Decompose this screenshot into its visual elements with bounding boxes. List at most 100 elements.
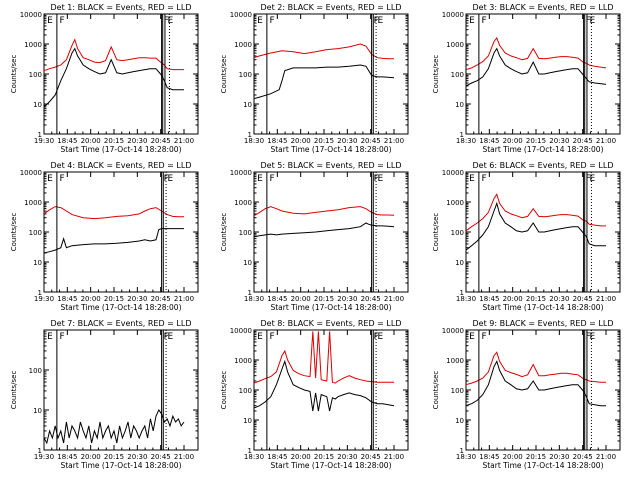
x-tick-label: 20:00 (503, 295, 523, 303)
x-tick-label: 18:45 (57, 295, 77, 303)
x-axis-label: Start Time (17-Oct-14 18:28:00) (60, 145, 181, 154)
x-tick-label: 21:00 (174, 295, 194, 303)
series-line-events (254, 222, 395, 238)
y-tick-label: 10000 (230, 169, 252, 177)
y-axis-label: Counts/sec (432, 213, 440, 252)
flag-label: E (47, 332, 53, 342)
flag-label: F (374, 332, 379, 342)
y-tick-label: 1000 (234, 357, 252, 365)
flag-label: F (164, 174, 169, 184)
x-tick-label: 20:00 (291, 137, 311, 145)
panel-det3: Det 3: BLACK = Events, RED = LLD 1 10 100 10… (432, 3, 621, 154)
panel-title: Det 1: BLACK = Events, RED = LLD (51, 3, 192, 12)
flag-label: E (469, 174, 475, 184)
x-axis-label: Start Time (17-Oct-14 18:28:00) (482, 461, 603, 470)
x-tick-label: 20:45 (361, 453, 381, 461)
y-axis-label: Counts/sec (10, 371, 18, 410)
panel-title: Det 6: BLACK = Events, RED = LLD (473, 161, 614, 170)
x-tick-label: 20:30 (337, 137, 357, 145)
y-tick-label: 10 (33, 407, 42, 415)
y-tick-label: 1000 (234, 41, 252, 49)
x-tick-label: 20:15 (314, 295, 334, 303)
flag-label: F (586, 174, 591, 184)
flag-label: F (374, 16, 379, 26)
x-tick-label: 20:45 (573, 137, 593, 145)
x-tick-label: 20:00 (81, 453, 101, 461)
series-line-lld (254, 331, 394, 384)
panel-det5: Det 5: BLACK = Events, RED = LLD 1 10 100 10… (220, 161, 409, 312)
x-tick-label: 20:00 (81, 137, 101, 145)
y-tick-label: 10 (243, 259, 252, 267)
flag-label: F (164, 16, 169, 26)
x-tick-label: 19:30 (34, 295, 54, 303)
x-tick-label: 20:30 (337, 295, 357, 303)
y-axis-label: Counts/sec (220, 55, 228, 94)
y-tick-label: 1000 (446, 357, 464, 365)
x-tick-label: 19:30 (34, 137, 54, 145)
y-tick-label: 10 (243, 417, 252, 425)
y-tick-label: 100 (29, 71, 42, 79)
y-tick-label: 1000 (234, 199, 252, 207)
x-tick-label: 18:45 (267, 453, 287, 461)
y-tick-label: 10000 (20, 11, 42, 19)
panel-title: Det 9: BLACK = Events, RED = LLD (473, 319, 614, 328)
panel-det6: Det 6: BLACK = Events, RED = LLD 1 10 100 10… (432, 161, 621, 312)
y-tick-label: 1000 (24, 41, 42, 49)
x-tick-label: 20:30 (127, 137, 147, 145)
flag-label: E (469, 16, 475, 26)
flag-label: E (168, 16, 174, 26)
x-tick-label: 20:45 (361, 295, 381, 303)
plot-frame (43, 171, 199, 293)
plot-frame (253, 13, 409, 135)
y-axis-label: Counts/sec (220, 371, 228, 410)
x-tick-label: 18:45 (479, 137, 499, 145)
flag-label: E (378, 332, 384, 342)
x-tick-label: 20:00 (291, 295, 311, 303)
y-tick-label: 100 (451, 387, 464, 395)
x-tick-label: 20:30 (549, 453, 569, 461)
x-tick-label: 20:45 (361, 137, 381, 145)
y-axis-label: Counts/sec (220, 213, 228, 252)
y-tick-label: 1 (460, 131, 464, 139)
x-tick-label: 20:15 (526, 137, 546, 145)
x-tick-label: 18:45 (267, 137, 287, 145)
x-tick-label: 21:00 (596, 453, 616, 461)
y-axis-label: Counts/sec (10, 213, 18, 252)
y-tick-label: 10 (33, 101, 42, 109)
x-tick-label: 18:45 (57, 453, 77, 461)
x-tick-label: 20:30 (549, 137, 569, 145)
flag-label: F (59, 16, 64, 26)
x-tick-label: 18:30 (456, 137, 476, 145)
x-tick-label: 20:15 (104, 453, 124, 461)
flag-label: E (257, 332, 263, 342)
y-axis-label: Counts/sec (10, 55, 18, 94)
x-tick-label: 20:15 (314, 137, 334, 145)
panel-title: Det 5: BLACK = Events, RED = LLD (261, 161, 402, 170)
y-tick-label: 1000 (446, 199, 464, 207)
flag-label: E (168, 174, 174, 184)
x-tick-label: 20:30 (127, 295, 147, 303)
flag-label: F (374, 174, 379, 184)
series-line-lld (254, 206, 395, 217)
x-axis-label: Start Time (17-Oct-14 18:28:00) (270, 461, 391, 470)
x-tick-label: 20:15 (104, 137, 124, 145)
panel-title: Det 3: BLACK = Events, RED = LLD (473, 3, 614, 12)
x-tick-label: 20:00 (81, 295, 101, 303)
x-tick-label: 18:30 (456, 295, 476, 303)
plot-frame (43, 329, 199, 451)
panel-det2: Det 2: BLACK = Events, RED = LLD 1 10 100 10… (220, 3, 409, 154)
x-tick-label: 18:45 (57, 137, 77, 145)
panel-det9: Det 9: BLACK = Events, RED = LLD 1 10 100 10… (432, 319, 621, 470)
x-tick-label: 21:00 (596, 295, 616, 303)
x-axis-label: Start Time (17-Oct-14 18:28:00) (482, 303, 603, 312)
x-tick-label: 20:45 (573, 453, 593, 461)
x-tick-label: 18:30 (244, 137, 264, 145)
x-tick-label: 20:45 (573, 295, 593, 303)
flag-label: F (481, 332, 486, 342)
series-line-lld (254, 43, 394, 60)
x-axis-label: Start Time (17-Oct-14 18:28:00) (60, 461, 181, 470)
series-line-events (44, 228, 184, 254)
y-axis-label: Counts/sec (432, 371, 440, 410)
flag-label: F (269, 16, 274, 26)
series-line-events (254, 359, 395, 412)
